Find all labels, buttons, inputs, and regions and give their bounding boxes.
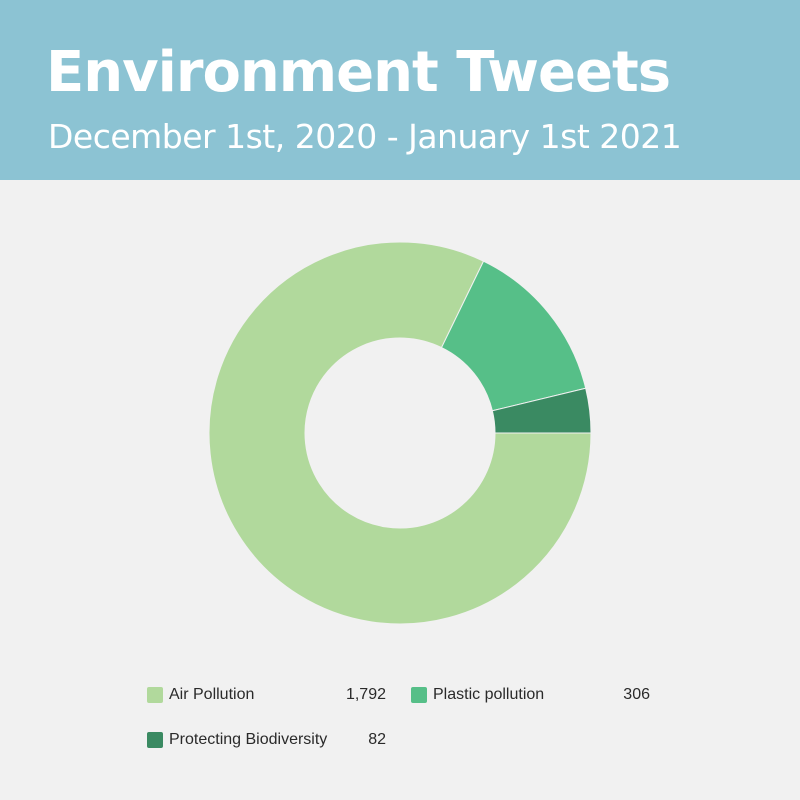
legend-value-plastic-pollution: 306: [623, 686, 650, 703]
legend-value-air-pollution: 1,792: [345, 686, 386, 703]
legend-swatch: [147, 732, 163, 748]
header-banner: Environment Tweets December 1st, 2020 - …: [0, 0, 800, 180]
legend-swatch: [411, 687, 427, 703]
donut-chart: [208, 241, 592, 625]
legend-item-protecting-biodiversity: Protecting Biodiversity: [147, 730, 327, 750]
legend-item-air-pollution: Air Pollution: [147, 685, 254, 705]
legend-label: Protecting Biodiversity: [169, 731, 328, 748]
donut-slice-air-pollution: [208, 241, 592, 625]
page-subtitle: December 1st, 2020 - January 1st 2021: [48, 117, 682, 156]
legend-label: Air Pollution: [169, 686, 255, 703]
page-title: Environment Tweets: [46, 40, 671, 105]
legend-label: Plastic pollution: [433, 686, 545, 703]
legend-value-protecting-biodiversity: 82: [368, 731, 386, 748]
donut-slice-protecting-biodiversity: [491, 387, 592, 434]
legend-swatch: [147, 687, 163, 703]
legend-item-plastic-pollution: Plastic pollution: [411, 685, 544, 705]
